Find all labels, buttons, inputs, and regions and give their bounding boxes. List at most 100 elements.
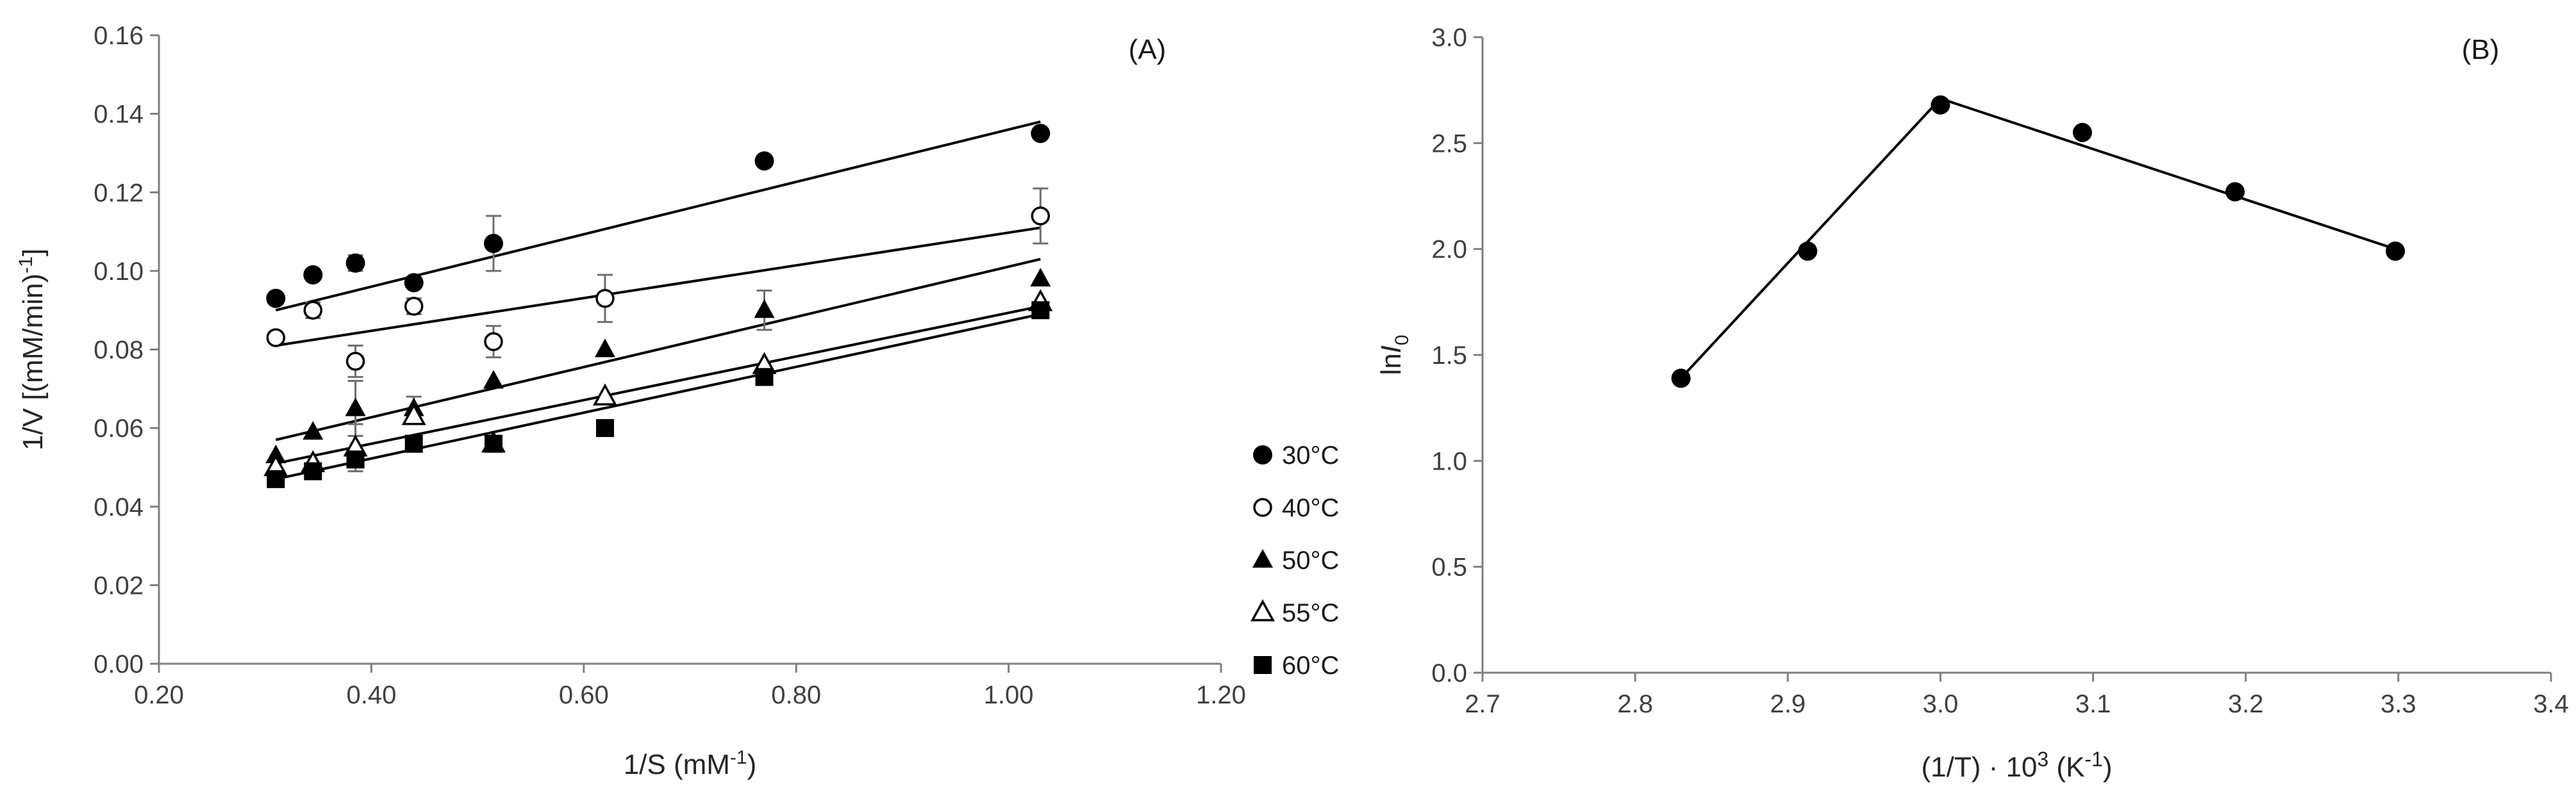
- y-tick-label: 0.16: [94, 22, 144, 50]
- y-axis-title: lnI0: [1375, 334, 1413, 375]
- y-axis-title-sub: 0: [1392, 334, 1413, 345]
- legend-label: 55°C: [1282, 599, 1339, 627]
- data-point: [1031, 124, 1051, 144]
- y-axis-title-tail: ]: [17, 249, 49, 256]
- y-tick-label: 0.06: [94, 415, 144, 443]
- x-tick-label: 2.7: [1465, 690, 1500, 718]
- x-axis-title: (1/T) · 103 (K-1): [1921, 748, 2112, 783]
- y-tick-label: 0.5: [1431, 554, 1467, 582]
- data-point: [592, 383, 617, 406]
- legend-item: 50°C: [1252, 546, 1339, 575]
- data-point: [266, 328, 286, 347]
- trend-line: [275, 120, 1041, 312]
- x-tick-label: 2.8: [1617, 690, 1653, 718]
- data-point: [303, 300, 323, 320]
- data-point: [2225, 182, 2245, 202]
- y-tick-label: 0.00: [94, 650, 144, 678]
- data-point: [346, 450, 365, 469]
- x-tick-label: 0.80: [771, 681, 821, 709]
- data-point: [404, 297, 424, 316]
- legend-label: 50°C: [1282, 546, 1339, 575]
- trend-line: [275, 305, 1041, 465]
- data-point: [1031, 301, 1050, 320]
- series-60°C: [267, 301, 1050, 488]
- data-point: [754, 151, 774, 171]
- data-point: [1931, 95, 1950, 115]
- data-point: [304, 462, 322, 481]
- x-tick-label: 0.60: [559, 681, 609, 709]
- x-tick-label: 1.20: [1196, 681, 1246, 709]
- trend-line: [275, 313, 1041, 481]
- legend-item: 40°C: [1253, 494, 1339, 522]
- y-axis-title-text: ln: [1375, 353, 1407, 375]
- data-point: [2386, 241, 2406, 261]
- y-tick-label: 0.14: [94, 101, 144, 129]
- legend-item: 60°C: [1254, 652, 1339, 680]
- series-50°C: [265, 258, 1051, 464]
- data-point: [404, 273, 424, 293]
- series-30°C: [266, 120, 1051, 312]
- data-point: [595, 419, 614, 438]
- y-tick-label: 2.0: [1431, 236, 1467, 264]
- x-axis-title-tail: ): [2103, 752, 2113, 783]
- data-point: [266, 288, 286, 308]
- x-axis-title: 1/S (mM-1): [624, 747, 757, 780]
- y-axis-title-sup: -1: [15, 256, 37, 274]
- data-point: [2072, 122, 2092, 142]
- data-point: [595, 289, 615, 308]
- x-tick-label: 1.00: [984, 681, 1034, 709]
- x-axis-title-text: 1/S (mM: [624, 749, 730, 780]
- data-point: [303, 421, 324, 440]
- data-point: [755, 368, 774, 386]
- data-point: [483, 233, 503, 253]
- legend-marker: [1251, 599, 1275, 621]
- data-point: [345, 397, 366, 416]
- data-point: [303, 265, 323, 285]
- y-tick-label: 1.0: [1431, 447, 1467, 475]
- x-axis-title-tail: (K: [2048, 752, 2084, 783]
- trend-line: [275, 258, 1041, 441]
- x-axis-title-text: (1/T) · 10: [1921, 752, 2037, 783]
- data-point: [754, 299, 775, 318]
- legend-marker: [1252, 549, 1273, 568]
- legend-marker: [1253, 498, 1272, 517]
- y-axis-title-text: 1/V [(mM/min): [17, 274, 49, 450]
- y-axis-title-italic: I: [1375, 345, 1407, 353]
- y-tick-label: 0.04: [94, 493, 144, 522]
- trend-line: [275, 226, 1041, 347]
- legend-label: 40°C: [1282, 494, 1339, 522]
- x-axis-title-sup: 3: [2037, 748, 2048, 771]
- series-40°C: [266, 187, 1051, 378]
- legend-label: 60°C: [1282, 652, 1339, 680]
- data-point: [1671, 368, 1691, 388]
- data-point: [345, 352, 365, 371]
- y-tick-label: 0.08: [94, 336, 144, 365]
- x-tick-label: 3.0: [1923, 690, 1959, 718]
- panel-label-b: (B): [2462, 34, 2500, 65]
- panel-label-a: (A): [1129, 34, 1167, 65]
- x-tick-label: 0.40: [346, 681, 396, 709]
- data-point: [267, 470, 285, 488]
- y-tick-label: 0.02: [94, 571, 144, 600]
- data-point: [401, 403, 426, 425]
- chart-panel-b: 0.0 0.5 1.0 1.5 2.0 2.5 3.0 2.7 2.8 2.9 3.0 3.1 3.2 3…: [1375, 24, 2569, 783]
- data-point: [404, 434, 423, 453]
- series-55°C: [263, 289, 1053, 477]
- data-point: [265, 445, 287, 464]
- y-tick-label: 2.5: [1431, 129, 1467, 158]
- x-axis-title-sup: -1: [730, 747, 747, 768]
- data-point: [345, 253, 365, 273]
- data-point: [484, 332, 503, 351]
- x-tick-label: 2.9: [1770, 690, 1806, 718]
- legend-label: 30°C: [1282, 441, 1339, 470]
- x-tick-label: 3.2: [2228, 690, 2264, 718]
- y-tick-label: 0.0: [1431, 659, 1467, 687]
- y-axis-title: 1/V [(mM/min)-1]: [15, 249, 49, 450]
- y-tick-label: 0.10: [94, 258, 144, 286]
- chart-panel-a: 0.00 0.02 0.04 0.06 0.08 0.10 0.12 0.14 0.16 0.20…: [15, 22, 1339, 780]
- data-point: [483, 370, 504, 389]
- x-axis-title-tail: ): [747, 749, 757, 780]
- y-tick-label: 3.0: [1431, 24, 1467, 52]
- x-tick-label: 3.4: [2533, 690, 2569, 718]
- trend-segment: [1680, 97, 1941, 379]
